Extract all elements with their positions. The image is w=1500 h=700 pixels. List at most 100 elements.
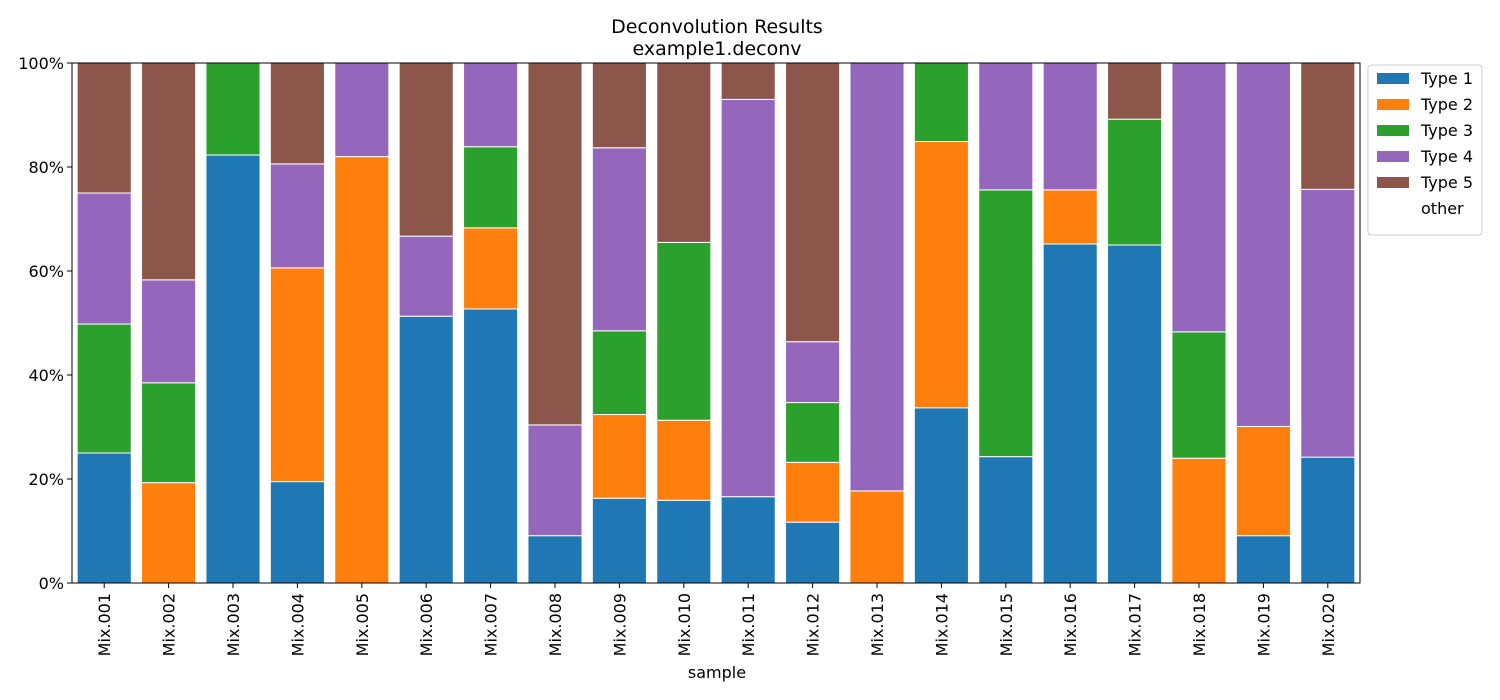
bar-segment — [785, 341, 841, 404]
legend-label: Type 2 — [1420, 95, 1473, 114]
legend: Type 1 Type 2 Type 3 Type 4 Type 5 other — [1367, 64, 1483, 236]
x-tick-label: Mix.004 — [288, 593, 307, 656]
x-tick-label: Mix.003 — [224, 593, 243, 656]
y-tick-label: 0% — [39, 574, 64, 593]
bar-segment — [1171, 331, 1227, 459]
bar-segment — [1235, 62, 1291, 427]
bar-segment — [913, 407, 969, 584]
chart-subtitle: example1.deconv — [632, 38, 801, 60]
bar-segment — [76, 452, 132, 584]
bar-segment — [1235, 425, 1291, 537]
bar-segment — [463, 62, 519, 148]
bar-segment — [398, 62, 454, 237]
bar-segment — [591, 62, 647, 149]
bar-segment — [269, 62, 325, 165]
bar-segment — [1042, 243, 1098, 584]
legend-swatch — [1377, 125, 1409, 136]
y-tick-label: 100% — [18, 54, 64, 73]
x-tick-label: Mix.012 — [804, 593, 823, 656]
bar-segment — [141, 382, 197, 484]
bar-segment — [785, 62, 841, 343]
bar-segment — [720, 62, 776, 100]
bar-segment — [849, 490, 905, 584]
bar-segment — [527, 535, 583, 584]
legend-swatch — [1377, 203, 1409, 214]
x-axis-label: sample — [688, 663, 746, 682]
bar-segment — [785, 461, 841, 523]
legend-label: Type 5 — [1420, 173, 1473, 192]
bar-segment — [591, 414, 647, 499]
x-tick-label: Mix.019 — [1254, 593, 1273, 656]
legend-swatch — [1377, 177, 1409, 188]
x-tick-label: Mix.018 — [1190, 593, 1209, 656]
bar-segment — [1171, 457, 1227, 584]
bar-segment — [463, 308, 519, 584]
x-tick-label: Mix.009 — [610, 593, 629, 656]
x-tick-label: Mix.013 — [868, 593, 887, 656]
x-tick-label: Mix.015 — [997, 593, 1016, 656]
bar-segment — [398, 235, 454, 317]
bar-segment — [463, 227, 519, 310]
bar-segment — [785, 402, 841, 463]
bar-segment — [720, 496, 776, 584]
bar-segment — [334, 156, 390, 584]
bar-segment — [591, 330, 647, 416]
bar-segment — [269, 481, 325, 584]
bar-segment — [656, 62, 712, 243]
bar-segment — [527, 62, 583, 426]
bar-segment — [1042, 189, 1098, 245]
bar-segment — [785, 521, 841, 584]
bar-segment — [1235, 535, 1291, 584]
bar-segment — [720, 98, 776, 498]
legend-label: Type 1 — [1420, 69, 1473, 88]
bar-segment — [1107, 244, 1163, 584]
bar-segment — [1107, 62, 1163, 120]
x-tick-label: Mix.010 — [675, 593, 694, 656]
bar-segment — [334, 62, 390, 158]
bar-segment — [141, 482, 197, 584]
legend-label: Type 3 — [1420, 121, 1473, 140]
bar-segment — [913, 141, 969, 409]
bar-segment — [76, 62, 132, 194]
legend-swatch — [1377, 73, 1409, 84]
x-tick-label: Mix.001 — [95, 593, 114, 656]
bar-segment — [76, 323, 132, 454]
x-tick-label: Mix.020 — [1319, 593, 1338, 656]
bar-segment — [1300, 62, 1356, 190]
x-tick-label: Mix.008 — [546, 593, 565, 656]
y-tick-label: 60% — [28, 262, 64, 281]
legend-label: other — [1421, 199, 1464, 218]
bar-segment — [656, 499, 712, 584]
bar-segment — [978, 62, 1034, 191]
bar-segment — [1300, 456, 1356, 584]
bar-segment — [205, 62, 261, 156]
bar-segment — [591, 147, 647, 332]
bar-segment — [656, 241, 712, 421]
legend-label: Type 4 — [1420, 147, 1473, 166]
bar-segment — [463, 146, 519, 229]
x-tick-label: Mix.016 — [1061, 593, 1080, 656]
bar-segment — [269, 267, 325, 483]
y-tick-label: 80% — [28, 158, 64, 177]
bar-segment — [849, 62, 905, 492]
x-tick-label: Mix.002 — [160, 593, 179, 656]
bar-segment — [978, 456, 1034, 584]
bars-group — [76, 62, 1356, 584]
bar-segment — [591, 497, 647, 584]
plot-frame — [71, 62, 1361, 584]
bar-segment — [141, 62, 197, 281]
y-tick-label: 40% — [28, 366, 64, 385]
x-tick-label: Mix.005 — [353, 593, 372, 656]
chart-title: Deconvolution Results — [611, 16, 823, 38]
bar-segment — [1042, 62, 1098, 191]
y-tick-label: 20% — [28, 470, 64, 489]
bar-segment — [978, 189, 1034, 458]
y-axis: 0% 20% 40% 60% 80% 100% — [18, 54, 72, 593]
bar-segment — [205, 154, 261, 584]
x-axis: Mix.001 Mix.002 Mix.003 Mix.004 Mix.005 Mix.0… — [95, 583, 1338, 656]
legend-swatch — [1377, 151, 1409, 162]
bar-segment — [398, 315, 454, 584]
bar-segment — [76, 192, 132, 325]
bar-segment — [527, 424, 583, 537]
